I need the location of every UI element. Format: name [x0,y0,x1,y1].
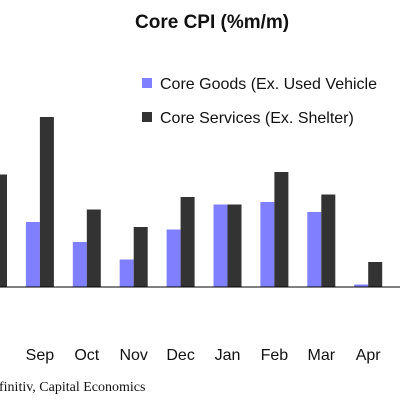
x-tick-jan: Jan [215,347,241,364]
x-tick-apr: Apr [356,347,382,364]
services-bar-sep [39,117,54,287]
legend-label-core-goods: Core Goods (Ex. Used Vehicle [160,76,377,93]
x-tick-feb: Feb [261,347,289,364]
services-bar-oct [86,209,101,287]
legend-swatch-core-goods [142,78,152,88]
services-bar-nov [133,227,148,287]
goods-bar-dec [166,229,181,287]
services-bar-aug [0,174,7,287]
services-bar-feb [274,172,289,287]
x-tick-sep: Sep [26,347,55,364]
goods-bar-apr [354,284,369,287]
x-tick-nov: Nov [119,347,147,364]
services-bar-dec [180,197,195,287]
goods-bar-oct [72,242,87,287]
x-tick-oct: Oct [74,347,99,364]
goods-bar-sep [25,222,40,287]
x-tick-dec: Dec [166,347,194,364]
x-tick-mar: Mar [308,347,336,364]
services-bar-jan [227,204,242,287]
goods-bar-nov [119,259,134,287]
bars-group [0,117,383,287]
goods-bar-feb [260,202,275,287]
chart-title: Core CPI (%m/m) [135,12,289,33]
goods-bar-mar [307,212,322,287]
legend: Core Goods (Ex. Used Vehicle Core Servic… [142,76,377,127]
legend-label-core-services: Core Services (Ex. Shelter) [160,110,354,127]
goods-bar-jan [213,204,228,287]
x-tick-labels: gSepOctNovDecJanFebMarAprMa [26,347,382,364]
services-bar-apr [368,262,383,287]
services-bar-mar [321,194,336,287]
legend-swatch-core-services [142,112,152,122]
source-note: finitiv, Capital Economics [0,380,145,395]
